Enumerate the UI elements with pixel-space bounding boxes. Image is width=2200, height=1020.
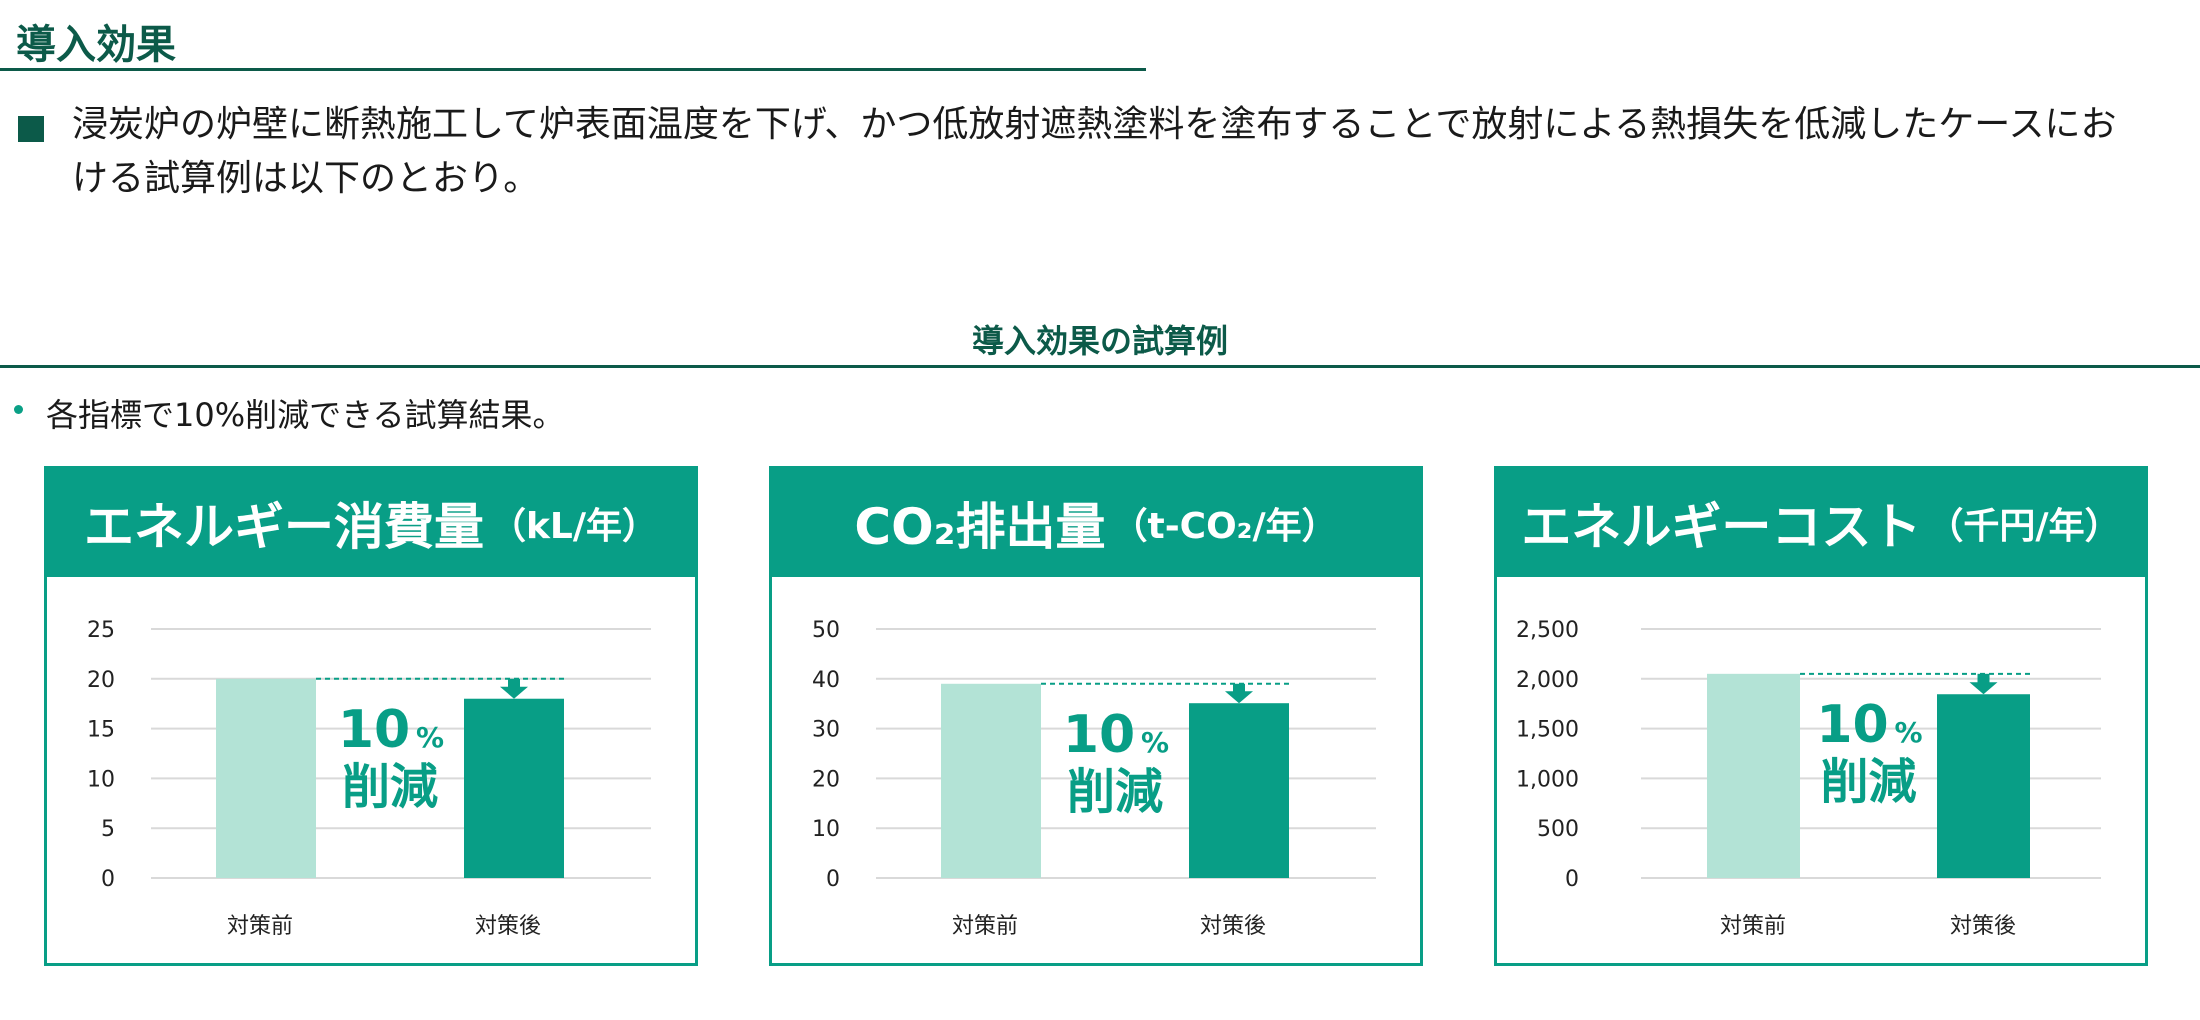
section-title: 導入効果の試算例: [971, 322, 1228, 360]
down-arrow-icon: [1969, 682, 1998, 695]
chart-panel-energy: エネルギー消費量 （kL/年） 0 5 10 15 20 25 対策前 対策後 10% 削減: [44, 466, 698, 966]
y-tick-label: 40: [812, 668, 840, 693]
y-tick-label: 20: [87, 668, 115, 693]
bar-before: [1707, 673, 1800, 878]
y-tick-label: 20: [812, 767, 840, 792]
chart-title: エネルギーコスト: [1521, 498, 1922, 556]
bullet-dot-icon: [14, 405, 23, 414]
down-arrow-shaft: [508, 678, 520, 689]
title-underline: [0, 68, 1146, 71]
bar-after: [464, 698, 564, 878]
reduction-value: 10: [1063, 705, 1135, 765]
chart-panel-co2: CO₂排出量 （t-CO₂/年） 0 10 20 30 40 50 対策前 対策後 10% 削減: [769, 466, 1423, 966]
bullet-square-icon: [18, 116, 44, 142]
chart-energy-cost: 0 500 1,000 1,500 2,000 2,500 対策前 対策後 10 % 削減: [1516, 618, 2101, 939]
reduction-label: 削減: [342, 759, 438, 815]
chart-energy-consumption: 0 5 10 15 20 25 対策前 対策後 10 % 削減: [87, 618, 651, 939]
down-arrow-shaft: [1233, 683, 1245, 694]
chart-unit: （t-CO₂/年）: [1111, 506, 1338, 547]
reduction-percent-symbol: %: [1141, 726, 1169, 759]
y-tick-label: 500: [1537, 817, 1579, 842]
chart-title: エネルギー消費量: [83, 498, 484, 556]
reduction-label: 削減: [1067, 764, 1163, 820]
y-tick-label: 0: [1565, 867, 1579, 892]
intro-text: 浸炭炉の炉壁に断熱施工して炉表面温度を下げ、かつ低放射遮熱塗料を塗布することで放…: [72, 104, 2117, 199]
y-tick-label: 1,500: [1516, 718, 1579, 743]
reduction-value: 10: [1816, 695, 1888, 755]
bar-before: [216, 678, 316, 878]
bar-before: [941, 683, 1041, 878]
chart-header: エネルギー消費量 （kL/年）: [47, 469, 695, 577]
x-category-label: 対策後: [1200, 914, 1266, 939]
y-tick-label: 10: [87, 767, 115, 792]
y-tick-label: 25: [87, 618, 115, 643]
y-tick-label: 10: [812, 817, 840, 842]
y-tick-label: 0: [826, 867, 840, 892]
x-category-label: 対策後: [1950, 914, 2016, 939]
chart-unit: （kL/年）: [489, 506, 659, 547]
chart-unit: （千円/年）: [1927, 506, 2121, 547]
reduction-label: 削減: [1820, 754, 1916, 810]
reduction-percent-symbol: %: [416, 721, 444, 754]
x-category-label: 対策前: [227, 914, 293, 939]
y-tick-label: 15: [87, 718, 115, 743]
down-arrow-shaft: [1977, 673, 1990, 685]
chart-panel-cost: エネルギーコスト （千円/年） 0 500 1,000 1,500 2,000 2,500 対…: [1494, 466, 2148, 966]
y-tick-label: 2,000: [1516, 668, 1579, 693]
y-tick-label: 2,500: [1516, 618, 1579, 643]
section-underline: [0, 365, 2200, 368]
y-tick-label: 5: [101, 817, 115, 842]
down-arrow-icon: [1225, 691, 1253, 704]
y-tick-label: 50: [812, 618, 840, 643]
y-tick-label: 1,000: [1516, 767, 1579, 792]
y-tick-label: 0: [101, 867, 115, 892]
chart-co2-emissions: 0 10 20 30 40 50 対策前 対策後 10 % 削減: [812, 618, 1376, 939]
page-title: 導入効果: [16, 22, 176, 68]
x-category-label: 対策前: [1720, 914, 1786, 939]
down-arrow-icon: [500, 686, 528, 699]
x-category-label: 対策後: [475, 914, 541, 939]
reduction-percent-symbol: %: [1894, 716, 1922, 749]
bar-after: [1189, 703, 1289, 878]
result-summary: 各指標で10%削減できる試算結果。: [46, 396, 565, 434]
chart-header: CO₂排出量 （t-CO₂/年）: [772, 469, 1420, 577]
chart-header: エネルギーコスト （千円/年）: [1497, 469, 2145, 577]
bar-after: [1937, 694, 2030, 878]
y-tick-label: 30: [812, 718, 840, 743]
chart-title: CO₂排出量: [854, 498, 1106, 556]
reduction-value: 10: [338, 700, 410, 760]
x-category-label: 対策前: [952, 914, 1018, 939]
